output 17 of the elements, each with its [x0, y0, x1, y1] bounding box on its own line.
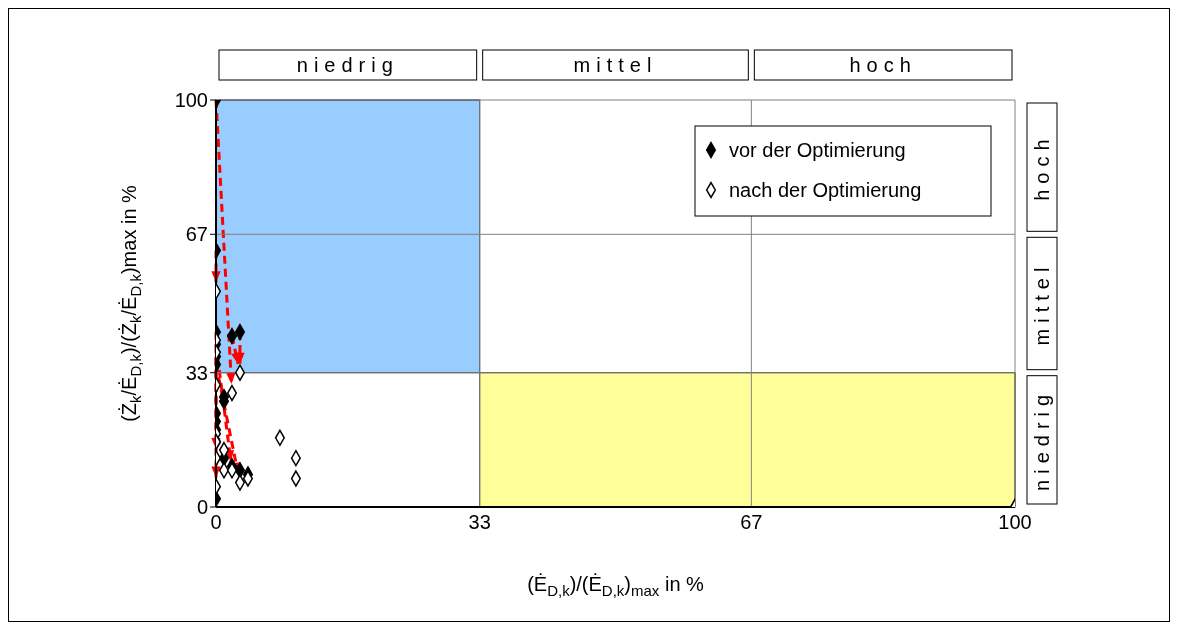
- legend-label: nach der Optimierung: [729, 179, 922, 201]
- x-tick-label: 100: [998, 511, 1032, 534]
- text: hoch: [1031, 133, 1053, 201]
- text: mittel: [573, 54, 658, 76]
- x-tick-label: 0: [210, 511, 222, 534]
- text: niedrig: [1031, 388, 1053, 491]
- x-axis-title: (Ė$_{D,k}$)/(Ė$_{D,k}$)$_{max}$ in %: [527, 573, 705, 599]
- x-tick-label: 33: [468, 511, 491, 534]
- y-tick-label: 100: [174, 89, 208, 112]
- y-tick-label: 0: [196, 496, 208, 519]
- y-tick-label: 67: [185, 223, 208, 246]
- legend-label: vor der Optimierung: [729, 139, 906, 161]
- text: niedrig: [296, 54, 399, 76]
- y-tick-label: 33: [185, 361, 208, 384]
- text: hoch: [849, 54, 917, 76]
- x-tick-label: 67: [740, 511, 763, 534]
- text: mittel: [1031, 261, 1053, 346]
